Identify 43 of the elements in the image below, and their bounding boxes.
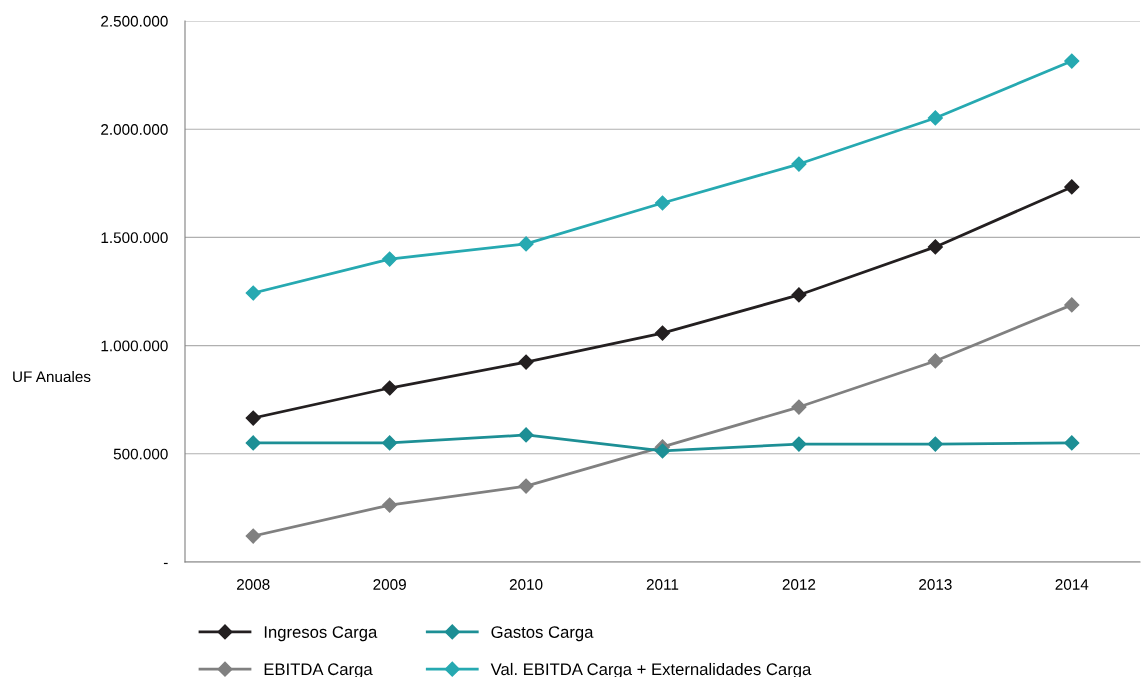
point (791, 436, 807, 452)
x-tick-label: 2011 (646, 579, 679, 590)
y-axis-title: UF Anuales (13, 370, 91, 383)
x-tick-label: 2013 (919, 579, 952, 590)
legend-label: Gastos Carga (491, 626, 594, 642)
y-tick-label: 1.500.000 (101, 232, 168, 244)
point (382, 497, 398, 513)
point (245, 410, 261, 426)
point (518, 427, 534, 443)
y-tick-label: 500.000 (113, 448, 168, 460)
point (245, 435, 261, 451)
x-tick-label: 2008 (236, 579, 270, 590)
point (1064, 53, 1080, 69)
point (654, 325, 671, 341)
point (382, 380, 398, 396)
point (927, 436, 943, 452)
legend-label: Ingresos Carga (264, 626, 378, 642)
x-tick-label: 2010 (509, 579, 543, 590)
point (1064, 297, 1080, 313)
x-tick-label: 2014 (1055, 579, 1089, 590)
point (654, 195, 671, 211)
point (791, 287, 807, 303)
point (382, 251, 398, 267)
point (654, 443, 671, 459)
point (927, 353, 943, 369)
point (791, 156, 807, 172)
y-tick-label: 2.000.000 (101, 124, 168, 135)
x-tick-label: 2012 (782, 579, 816, 590)
point (518, 354, 534, 370)
point (791, 399, 807, 415)
x-tick-label: 2009 (373, 579, 406, 590)
point (927, 110, 943, 126)
point (1064, 179, 1080, 195)
point (518, 478, 534, 494)
y-tick-label: 1.000.000 (101, 340, 168, 352)
y-tick-label: - (163, 562, 168, 565)
point (382, 435, 398, 451)
point (927, 239, 943, 255)
point (1064, 435, 1080, 451)
y-tick-label: 2.500.000 (101, 15, 168, 27)
point (518, 236, 534, 252)
point (245, 528, 261, 544)
point (245, 285, 261, 301)
